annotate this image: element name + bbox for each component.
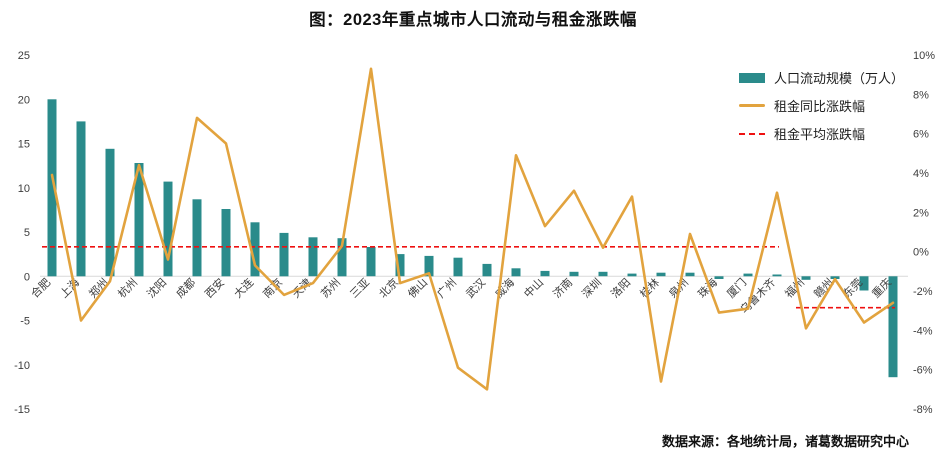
city-label: 济南 bbox=[550, 275, 575, 300]
city-label: 武汉 bbox=[463, 276, 488, 301]
city-label: 杭州 bbox=[115, 275, 140, 300]
city-label: 桂林 bbox=[637, 275, 662, 300]
legend-item-rent-yoy: 租金同比涨跌幅 bbox=[739, 98, 904, 114]
bar bbox=[47, 99, 57, 277]
city-label: 三亚 bbox=[348, 277, 372, 301]
legend-label-rent-average: 租金平均涨跌幅 bbox=[774, 127, 866, 142]
right-axis-tick: -8% bbox=[913, 404, 933, 416]
left-axis-tick: 15 bbox=[18, 139, 30, 151]
city-label: 威海 bbox=[492, 275, 517, 300]
rent-yoy-line bbox=[50, 67, 895, 391]
bar bbox=[801, 276, 811, 280]
bar bbox=[366, 247, 376, 277]
city-label: 大连 bbox=[231, 275, 256, 300]
city-label: 成都 bbox=[173, 276, 198, 301]
bar bbox=[424, 255, 434, 277]
bar bbox=[482, 263, 492, 277]
left-axis-tick: 5 bbox=[24, 227, 30, 239]
data-source: 数据来源：各地统计局，诸葛数据研究中心 bbox=[661, 434, 909, 449]
bar bbox=[685, 272, 695, 277]
bar bbox=[337, 238, 347, 277]
right-axis-tick: 0% bbox=[913, 247, 929, 259]
axis-tick-labels: 25 20 15 10 5 0 -5 -10 -15 10% 8% 6% 4% 2% 0% -2% -4% -6%… bbox=[14, 50, 935, 416]
bar bbox=[830, 276, 840, 279]
left-axis-tick: 0 bbox=[24, 271, 30, 283]
bar bbox=[888, 276, 898, 378]
bar bbox=[569, 271, 579, 277]
x-axis-city-labels: 合肥 上海 郑州 杭州 沈阳 成都 西安 大连 南京 天津 苏州 三亚 北京 佛山 广州 武汉 威海 中山 济南 深圳… bbox=[28, 275, 894, 316]
right-axis-tick: 2% bbox=[913, 207, 929, 219]
bar bbox=[656, 272, 666, 277]
bar bbox=[598, 271, 608, 277]
right-axis-tick: 4% bbox=[913, 168, 929, 180]
dashed-swatch-icon bbox=[739, 132, 765, 135]
left-axis-tick: -15 bbox=[14, 404, 30, 416]
bar bbox=[250, 222, 260, 277]
city-label: 合肥 bbox=[28, 275, 53, 300]
bar bbox=[540, 270, 550, 277]
right-axis-tick: 10% bbox=[913, 50, 935, 62]
city-label: 沈阳 bbox=[144, 275, 169, 300]
city-label: 南京 bbox=[260, 275, 285, 300]
legend-item-population: 人口流动规模（万人） bbox=[739, 70, 905, 86]
bar bbox=[192, 199, 202, 277]
city-label: 中山 bbox=[521, 276, 546, 301]
left-axis-tick: 10 bbox=[18, 183, 30, 195]
bar bbox=[772, 274, 782, 277]
bar bbox=[105, 148, 115, 277]
legend-label-rent-yoy: 租金同比涨跌幅 bbox=[774, 99, 866, 114]
population-bars bbox=[47, 99, 898, 378]
bar bbox=[76, 121, 86, 277]
bar bbox=[395, 254, 405, 277]
bar bbox=[714, 276, 724, 279]
left-axis-tick: 25 bbox=[18, 50, 30, 62]
left-axis-tick: -5 bbox=[20, 316, 30, 328]
city-label: 深圳 bbox=[579, 276, 604, 301]
city-label: 西安 bbox=[202, 275, 227, 300]
bar bbox=[627, 273, 637, 277]
left-axis-tick: 20 bbox=[18, 94, 30, 106]
bar bbox=[859, 276, 869, 291]
right-axis-tick: -6% bbox=[913, 365, 933, 377]
city-label: 苏州 bbox=[318, 276, 343, 301]
city-label: 广州 bbox=[434, 276, 459, 301]
chart-title: 图：2023年重点城市人口流动与租金涨跌幅 bbox=[309, 11, 637, 29]
bar bbox=[511, 268, 521, 277]
bar bbox=[453, 257, 463, 277]
legend-item-rent-average: 租金平均涨跌幅 bbox=[739, 126, 904, 142]
legend-label-population: 人口流动规模（万人） bbox=[774, 71, 905, 86]
city-label: 厦门 bbox=[724, 275, 749, 300]
city-label: 北京 bbox=[376, 275, 401, 300]
bar bbox=[308, 237, 318, 277]
line-swatch-icon bbox=[739, 104, 765, 107]
left-axis-tick: -10 bbox=[14, 360, 30, 372]
city-label: 洛阳 bbox=[608, 275, 633, 300]
city-label: 上海 bbox=[57, 275, 82, 300]
right-axis-tick: 8% bbox=[913, 89, 929, 101]
bar bbox=[743, 273, 753, 277]
bar-swatch-icon bbox=[739, 72, 765, 83]
right-axis-tick: -4% bbox=[913, 325, 933, 337]
right-axis-tick: -2% bbox=[913, 286, 933, 298]
right-axis-tick: 6% bbox=[913, 129, 929, 141]
bar bbox=[134, 163, 144, 277]
bar bbox=[163, 181, 173, 277]
bar bbox=[279, 232, 289, 277]
legend: 人口流动规模（万人） 租金同比涨跌幅 租金平均涨跌幅 bbox=[739, 70, 905, 142]
bar bbox=[221, 209, 231, 277]
